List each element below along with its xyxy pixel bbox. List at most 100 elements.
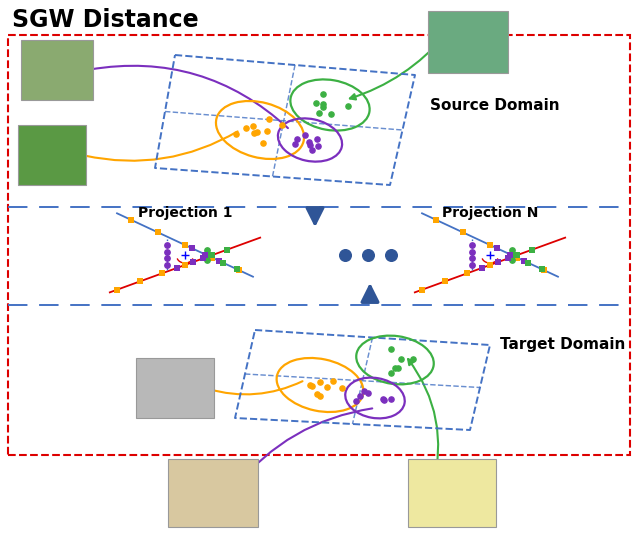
- Point: [162, 254, 172, 263]
- Point: [202, 246, 212, 254]
- Point: [378, 394, 388, 403]
- Point: [386, 344, 396, 353]
- Point: [512, 251, 522, 259]
- Point: [180, 261, 190, 270]
- Point: [248, 122, 259, 131]
- Text: Target Domain: Target Domain: [500, 337, 625, 352]
- Point: [385, 369, 396, 377]
- Point: [386, 395, 396, 404]
- Point: [536, 265, 547, 273]
- Point: [207, 253, 218, 262]
- Point: [259, 139, 269, 148]
- FancyArrowPatch shape: [235, 408, 372, 488]
- Bar: [18, 125, 86, 185]
- Point: [188, 258, 198, 266]
- Point: [222, 245, 232, 254]
- Point: [200, 250, 211, 259]
- Point: [207, 251, 217, 259]
- Point: [300, 130, 310, 139]
- Point: [202, 256, 212, 264]
- Point: [507, 251, 517, 259]
- Point: [328, 377, 339, 385]
- Point: [248, 129, 259, 138]
- Point: [505, 250, 515, 259]
- Point: [262, 126, 272, 135]
- Point: [307, 145, 317, 154]
- Point: [386, 251, 396, 259]
- Point: [440, 277, 450, 286]
- Point: [187, 244, 197, 252]
- Point: [351, 397, 362, 405]
- Point: [417, 285, 428, 294]
- Point: [311, 98, 321, 107]
- Text: Projection 1: Projection 1: [138, 206, 232, 220]
- Point: [157, 269, 168, 278]
- Point: [355, 391, 365, 400]
- Point: [234, 266, 244, 275]
- Point: [162, 261, 172, 270]
- Point: [180, 240, 190, 249]
- Point: [304, 137, 314, 146]
- FancyArrowPatch shape: [207, 381, 303, 394]
- Point: [313, 142, 323, 151]
- Point: [467, 240, 477, 249]
- Point: [540, 266, 550, 275]
- Point: [477, 264, 488, 272]
- Point: [519, 257, 529, 265]
- Point: [264, 115, 274, 124]
- Point: [317, 102, 328, 111]
- Point: [312, 135, 323, 144]
- Point: [492, 244, 502, 252]
- Point: [485, 240, 495, 249]
- Point: [503, 254, 513, 263]
- Bar: [408, 459, 496, 527]
- Point: [112, 285, 122, 294]
- Point: [492, 258, 502, 266]
- Point: [467, 254, 477, 263]
- Point: [314, 109, 324, 118]
- Point: [231, 130, 241, 138]
- Point: [363, 251, 373, 259]
- Point: [315, 392, 325, 401]
- Point: [317, 90, 328, 98]
- Point: [318, 100, 328, 109]
- Point: [462, 269, 472, 278]
- Text: Projection N: Projection N: [442, 206, 538, 220]
- FancyArrowPatch shape: [90, 66, 288, 128]
- Point: [153, 228, 163, 237]
- Bar: [168, 459, 258, 527]
- Bar: [8, 35, 630, 455]
- Point: [512, 253, 522, 262]
- Point: [135, 277, 145, 286]
- Point: [307, 382, 317, 391]
- Point: [507, 246, 517, 254]
- Point: [337, 384, 347, 392]
- Point: [252, 128, 262, 136]
- Point: [523, 258, 533, 267]
- Point: [393, 364, 403, 373]
- Point: [290, 139, 300, 148]
- Point: [198, 254, 208, 263]
- Point: [380, 395, 390, 404]
- Point: [202, 251, 212, 259]
- Point: [467, 261, 477, 270]
- Point: [305, 141, 315, 150]
- Point: [162, 240, 172, 249]
- Point: [467, 247, 477, 256]
- Point: [359, 387, 369, 396]
- Point: [485, 261, 495, 270]
- FancyArrowPatch shape: [408, 359, 438, 487]
- Point: [458, 228, 468, 237]
- Point: [363, 389, 373, 398]
- Text: SGW Distance: SGW Distance: [12, 8, 198, 32]
- Point: [340, 251, 350, 259]
- Point: [277, 121, 287, 129]
- Point: [162, 247, 172, 256]
- FancyArrowPatch shape: [84, 131, 237, 161]
- Point: [507, 256, 517, 264]
- Point: [431, 215, 441, 224]
- Point: [292, 134, 302, 143]
- Point: [312, 390, 322, 399]
- Point: [125, 215, 136, 224]
- Point: [326, 109, 336, 118]
